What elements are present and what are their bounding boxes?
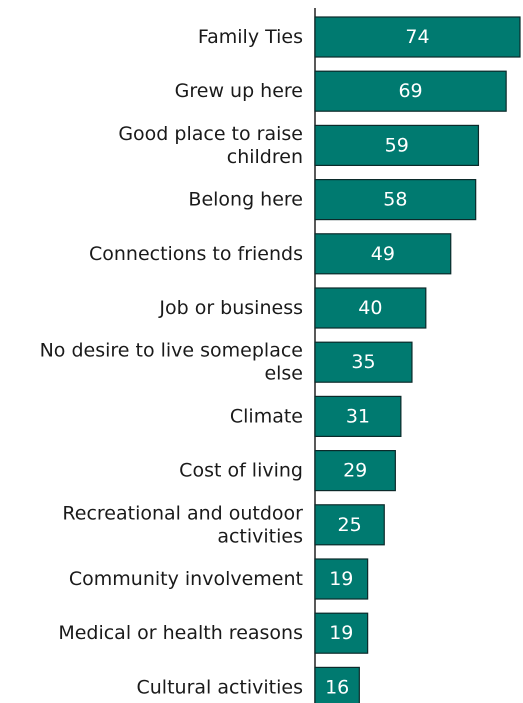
value-label-connections-to-friends: 49: [371, 243, 395, 265]
category-label-job-or-business: Job or business: [158, 297, 303, 319]
category-label-recreational-and-outdoor-activities: Recreational and outdoor activities: [62, 502, 303, 547]
category-label-no-desire-to-live-someplace-else: No desire to live someplace else: [40, 340, 303, 385]
category-label-line: Medical or health reasons: [58, 622, 303, 644]
bar-connections-to-friends: [314, 233, 452, 275]
bar-job-or-business: [314, 287, 427, 329]
category-label-line: Good place to raise: [118, 123, 303, 145]
category-label-cultural-activities: Cultural activities: [136, 676, 303, 698]
value-label-cultural-activities: 16: [325, 676, 349, 698]
value-label-cost-of-living: 29: [343, 460, 367, 482]
category-labels: Family Ties Grew up here Good place to rai…: [40, 26, 304, 698]
value-label-medical-or-health-reasons: 19: [329, 622, 353, 644]
category-label-grew-up-here: Grew up here: [175, 80, 303, 102]
value-labels: 74 69 59 58 49 40 35 31 29 25 19 19 16: [325, 26, 430, 698]
value-label-climate: 31: [346, 405, 370, 427]
bar-cultural-activities: [314, 666, 360, 703]
value-label-family-ties: 74: [405, 26, 429, 48]
category-label-line: activities: [217, 525, 303, 547]
category-label-line: Recreational and outdoor: [62, 502, 303, 524]
category-label-line: Belong here: [188, 189, 303, 211]
value-label-job-or-business: 40: [358, 297, 382, 319]
bar-climate: [314, 395, 402, 437]
bars-group: [314, 16, 521, 703]
value-label-recreational-and-outdoor-activities: 25: [338, 514, 362, 536]
bar-family-ties: [314, 16, 521, 58]
category-label-good-place-to-raise-children: Good place to raise children: [118, 123, 303, 168]
category-label-line: Cultural activities: [136, 676, 303, 698]
category-label-connections-to-friends: Connections to friends: [89, 243, 303, 265]
category-label-line: Family Ties: [198, 26, 303, 48]
category-label-line: Job or business: [158, 297, 303, 319]
value-label-belong-here: 58: [383, 189, 407, 211]
value-label-good-place-to-raise-children: 59: [385, 134, 409, 156]
value-label-community-involvement: 19: [329, 568, 353, 590]
category-label-line: Community involvement: [69, 568, 303, 590]
category-label-belong-here: Belong here: [188, 189, 303, 211]
category-label-line: Climate: [230, 405, 303, 427]
category-label-line: Connections to friends: [89, 243, 303, 265]
category-label-line: Grew up here: [175, 80, 303, 102]
value-label-grew-up-here: 69: [398, 80, 422, 102]
value-label-no-desire-to-live-someplace-else: 35: [351, 351, 375, 373]
bar-community-involvement: [314, 558, 369, 600]
category-label-line: children: [227, 146, 303, 168]
category-label-line: else: [264, 363, 303, 385]
bar-medical-or-health-reasons: [314, 612, 369, 654]
bar-no-desire-to-live-someplace-else: [314, 341, 413, 383]
category-label-medical-or-health-reasons: Medical or health reasons: [58, 622, 303, 644]
category-label-cost-of-living: Cost of living: [179, 460, 303, 482]
bar-belong-here: [314, 179, 477, 221]
bar-cost-of-living: [314, 450, 396, 492]
bar-recreational-and-outdoor-activities: [314, 504, 385, 546]
category-label-community-involvement: Community involvement: [69, 568, 303, 590]
category-label-line: Cost of living: [179, 460, 303, 482]
category-label-family-ties: Family Ties: [198, 26, 303, 48]
bar-good-place-to-raise-children: [314, 124, 480, 167]
category-label-line: No desire to live someplace: [40, 340, 303, 362]
bar-grew-up-here: [314, 70, 507, 112]
category-label-climate: Climate: [230, 405, 303, 427]
